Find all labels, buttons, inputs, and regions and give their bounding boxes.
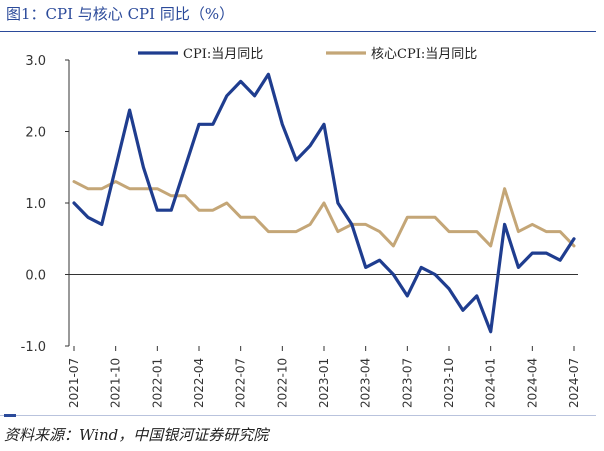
x-tick-label: 2022-10 (275, 358, 289, 408)
title-divider (0, 31, 596, 32)
core-cpi-series-line (72, 180, 576, 248)
y-tick-label: 1.0 (25, 197, 46, 212)
cpi-series-line (72, 72, 576, 334)
y-tick-label: 3.0 (25, 54, 46, 69)
x-tick-label: 2024-04 (525, 358, 539, 408)
x-tick-label: 2021-10 (109, 358, 123, 408)
legend-label: CPI:当月同比 (183, 47, 263, 62)
x-tick-label: 2021-07 (67, 358, 81, 408)
x-tick-label: 2022-04 (192, 358, 206, 408)
legend-label: 核心CPI:当月同比 (371, 47, 477, 62)
x-tick-label: 2023-01 (317, 358, 331, 408)
figure-title: 图1：CPI 与核心 CPI 同比（%） (6, 5, 235, 23)
y-tick-label: 0.0 (25, 269, 46, 284)
x-tick-label: 2024-01 (484, 358, 498, 408)
footer-divider (0, 415, 596, 416)
source-note: 资料来源：Wind，中国银河证券研究院 (4, 426, 269, 444)
chart-legend: CPI:当月同比 核心CPI:当月同比 (138, 47, 477, 62)
y-tick-label: -1.0 (21, 340, 46, 355)
x-tick-label: 2024-07 (567, 358, 581, 408)
chart-series (72, 72, 576, 334)
x-tick-label: 2022-07 (234, 358, 248, 408)
x-tick-label: 2023-04 (359, 358, 373, 408)
y-tick-label: 2.0 (25, 126, 46, 141)
footer-accent-mark (4, 414, 16, 417)
x-tick-label: 2022-01 (150, 358, 164, 408)
x-tick-label: 2023-10 (442, 358, 456, 408)
x-tick-label: 2023-07 (400, 358, 414, 408)
chart-axes: 3.0 2.0 1.0 0.0 -1.0 2021-07 2021-10 2022-01 202… (21, 54, 581, 408)
